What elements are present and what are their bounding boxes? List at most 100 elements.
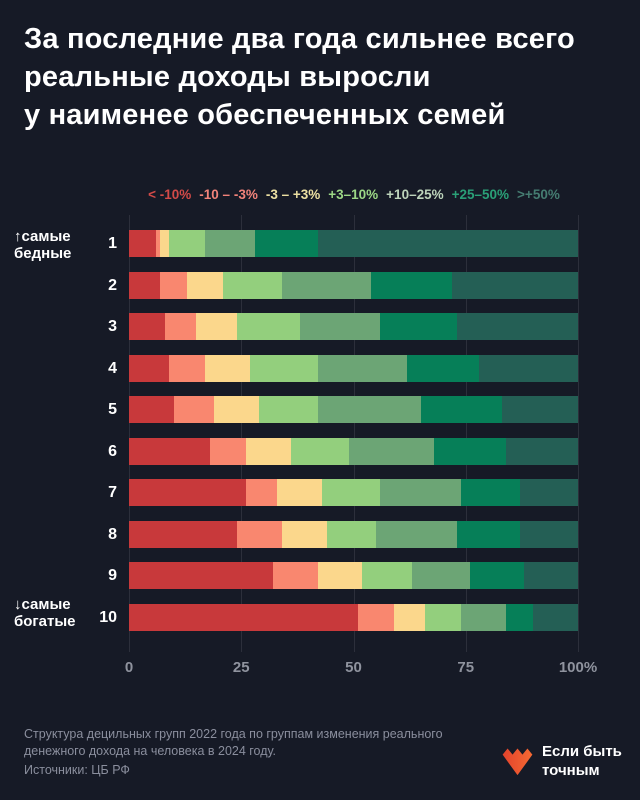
footnote: Структура децильных групп 2022 года по г… xyxy=(24,727,443,758)
bar-segment xyxy=(299,313,381,340)
title-line-3: у наименее обеспеченных семей xyxy=(24,99,506,131)
bar-segment xyxy=(169,230,206,257)
bar-segment xyxy=(326,521,376,548)
bar-segment xyxy=(456,521,520,548)
bar-segment xyxy=(470,562,525,589)
x-tick-label: 75 xyxy=(457,659,475,676)
bar-segment xyxy=(155,230,161,257)
legend-item: < -10% xyxy=(148,187,192,202)
bar-segment xyxy=(129,521,237,548)
bar-segment xyxy=(129,562,273,589)
decile-label: 5 xyxy=(108,401,117,418)
title-line-1: За последние два года сильнее всего xyxy=(24,23,575,55)
bar-segment xyxy=(348,438,435,465)
bar-segment xyxy=(317,355,408,382)
legend-item: +3–10% xyxy=(328,187,379,202)
bar-segment xyxy=(281,272,372,299)
bar-row-decile-9 xyxy=(129,562,578,589)
legend-item: +10–25% xyxy=(386,187,444,202)
bar-segment xyxy=(461,479,520,506)
bar-segment xyxy=(245,438,291,465)
bar-segment xyxy=(196,313,237,340)
gridline xyxy=(129,215,130,652)
bar-segment xyxy=(317,230,578,257)
bar-segment xyxy=(506,604,534,631)
bar-segment xyxy=(164,313,197,340)
bar-segment xyxy=(479,355,578,382)
bar-segment xyxy=(501,396,578,423)
x-tick-label: 100% xyxy=(558,659,598,676)
bar-row-decile-3 xyxy=(129,313,578,340)
bar-segment xyxy=(254,230,318,257)
bar-segment xyxy=(129,313,165,340)
bar-segment xyxy=(129,230,156,257)
gridline xyxy=(241,215,243,652)
decile-label: 8 xyxy=(108,526,117,543)
bar-segment xyxy=(393,604,426,631)
decile-label: 3 xyxy=(108,318,117,335)
gridline xyxy=(353,215,355,652)
bar-segment xyxy=(214,396,260,423)
decile-label: 6 xyxy=(108,443,117,460)
bar-segment xyxy=(519,521,578,548)
bar-segment xyxy=(519,479,578,506)
bar-segment xyxy=(129,396,174,423)
bar-segment xyxy=(407,355,480,382)
bar-segment xyxy=(277,479,323,506)
title-line-2: реальные доходы выросли xyxy=(24,61,431,93)
decile-label: 1 xyxy=(108,235,117,252)
bar-segment xyxy=(129,604,358,631)
brand-logo-text: Если быть точным xyxy=(542,743,622,779)
bar-segment xyxy=(461,604,507,631)
bar-row-decile-1 xyxy=(129,230,578,257)
bar-segment xyxy=(434,438,507,465)
source-note: Источники: ЦБ РФ xyxy=(24,763,130,777)
bar-segment xyxy=(290,438,349,465)
bar-segment xyxy=(245,479,278,506)
bar-segment xyxy=(259,396,318,423)
bar-segment xyxy=(452,272,578,299)
x-tick-label: 0 xyxy=(124,659,134,676)
decile-label: 9 xyxy=(108,567,117,584)
bar-segment xyxy=(129,272,161,299)
gridline xyxy=(465,215,467,652)
bar-segment xyxy=(236,313,300,340)
bar-segment xyxy=(281,521,327,548)
bar-row-decile-6 xyxy=(129,438,578,465)
brand-logo: Если быть точным xyxy=(502,742,622,780)
bar-segment xyxy=(375,521,457,548)
legend-item: -3 – +3% xyxy=(265,187,321,202)
group-label-poorest: ↑самые бедные xyxy=(14,228,72,262)
bar-segment xyxy=(524,562,578,589)
bar-segment xyxy=(129,479,246,506)
bar-segment xyxy=(362,562,412,589)
plot-area: 1 2 3 4 5 6 7 8 9 10 xyxy=(99,215,579,652)
bar-segment xyxy=(209,438,246,465)
heart-zigzag-icon xyxy=(502,747,533,775)
x-axis: 0 25 50 75 100% xyxy=(125,659,597,679)
bar-segment xyxy=(456,313,578,340)
gridline xyxy=(578,215,579,652)
bar-segment xyxy=(129,438,210,465)
bar-segment xyxy=(173,396,215,423)
legend-item: -10 – -3% xyxy=(199,187,258,202)
bar-row-decile-2 xyxy=(129,272,578,299)
group-label-richest: ↓самые богатые xyxy=(14,596,76,630)
bar-segment xyxy=(425,604,462,631)
bar-row-decile-5 xyxy=(129,396,578,423)
bar-segment xyxy=(236,521,282,548)
legend-item: +25–50% xyxy=(451,187,510,202)
bar-segment xyxy=(129,355,170,382)
bar-segment xyxy=(317,562,363,589)
bar-segment xyxy=(322,479,381,506)
bar-segment xyxy=(187,272,224,299)
legend-item: >+50% xyxy=(517,187,560,202)
bar-segment xyxy=(160,230,170,257)
chart-title: За последние два года сильнее всего реал… xyxy=(24,20,624,134)
bar-segment xyxy=(380,479,462,506)
bar-segment xyxy=(160,272,188,299)
bar-segment xyxy=(169,355,206,382)
bar-segment xyxy=(250,355,318,382)
bar-row-decile-10 xyxy=(129,604,578,631)
bar-segment xyxy=(380,313,457,340)
